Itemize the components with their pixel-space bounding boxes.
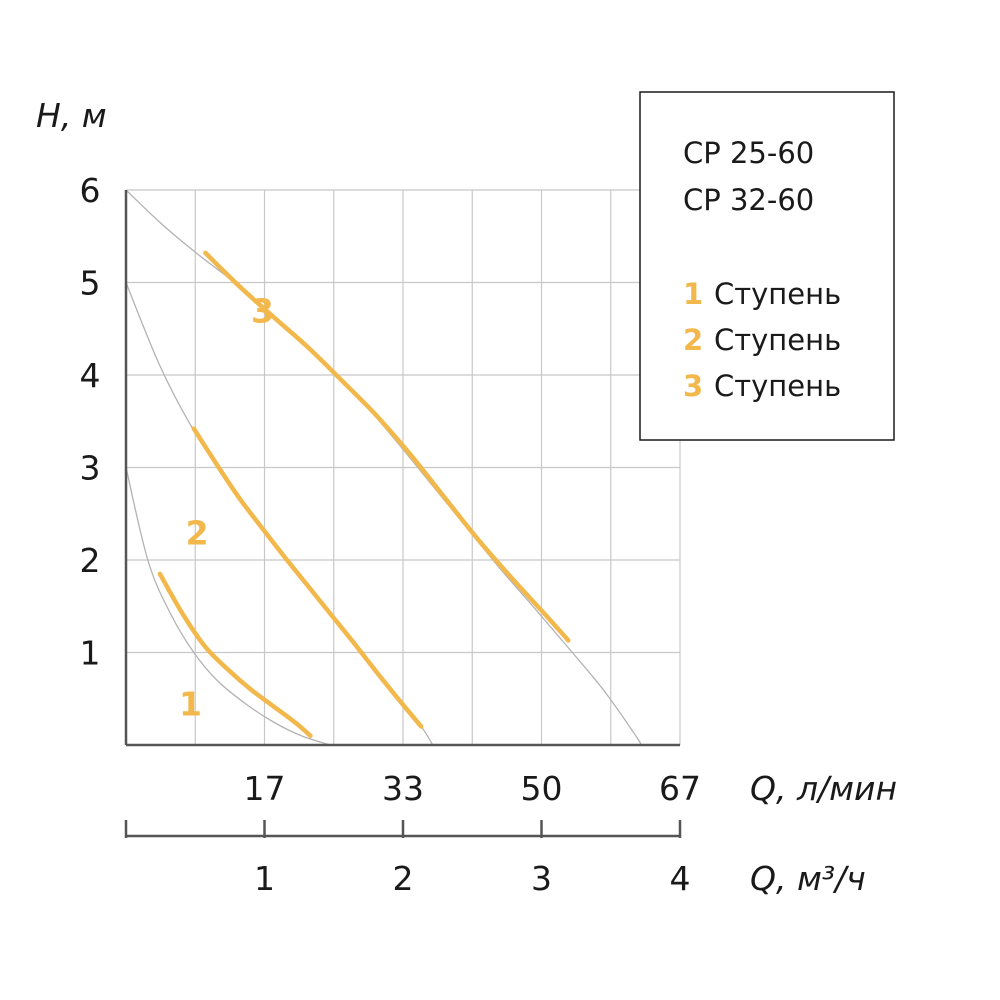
reference-curve-stage-2 <box>125 282 434 746</box>
x-tick-labels: 17 33 50 67 <box>244 769 702 808</box>
y-tick-label: 4 <box>80 356 101 395</box>
axes <box>124 190 682 838</box>
x2-tick-label: 2 <box>393 859 414 898</box>
legend-model-1: CP 25-60 <box>683 136 814 170</box>
reference-curve-stage-1 <box>125 467 331 746</box>
x-tick-label: 33 <box>382 769 424 808</box>
y-tick-label: 6 <box>80 171 101 210</box>
y-tick-label: 3 <box>80 449 101 488</box>
reference-curve-stage-3 <box>125 189 642 746</box>
legend-entry-number: 1 <box>683 277 703 311</box>
x-tick-label: 17 <box>244 769 286 808</box>
stage-curve-2 <box>191 426 424 729</box>
legend-box <box>639 91 895 441</box>
x-tick-label: 50 <box>521 769 563 808</box>
x2-tick-labels: 1 2 3 4 <box>254 859 691 898</box>
x2-tick-label: 4 <box>670 859 691 898</box>
x-axis-title: Q, л/мин <box>750 769 897 808</box>
curve-label-2: 2 <box>186 513 209 552</box>
legend-entry-label: Ступень <box>714 277 841 311</box>
legend-entry-number: 3 <box>683 369 703 403</box>
y-tick-label: 5 <box>80 264 101 303</box>
y-axis-title: H, м <box>36 96 107 135</box>
stage-curves <box>157 250 571 738</box>
stage-curve-3 <box>203 250 571 643</box>
grid <box>126 189 681 745</box>
curve-labels: 1 2 3 <box>179 291 274 723</box>
legend-entry-label: Ступень <box>714 323 841 357</box>
legend-entries: 1 Ступень 2 Ступень 3 Ступень <box>683 277 841 403</box>
legend-entry-number: 2 <box>683 323 703 357</box>
legend-model-2: CP 32-60 <box>683 183 814 217</box>
legend-entry-label: Ступень <box>714 369 841 403</box>
x2-tick-label: 1 <box>254 859 275 898</box>
y-tick-labels: 1 2 3 4 5 6 <box>80 171 101 673</box>
curve-label-1: 1 <box>179 684 202 723</box>
x-tick-label: 67 <box>659 769 701 808</box>
y-tick-label: 1 <box>80 634 101 673</box>
curve-label-3: 3 <box>251 291 274 330</box>
y-tick-label: 2 <box>80 541 101 580</box>
legend: CP 25-60 CP 32-60 1 Ступень 2 Ступень 3 Ступе… <box>639 91 895 441</box>
stage-curve-1 <box>157 571 313 738</box>
x2-tick-label: 3 <box>531 859 552 898</box>
x2-axis-title: Q, м³/ч <box>750 859 866 898</box>
